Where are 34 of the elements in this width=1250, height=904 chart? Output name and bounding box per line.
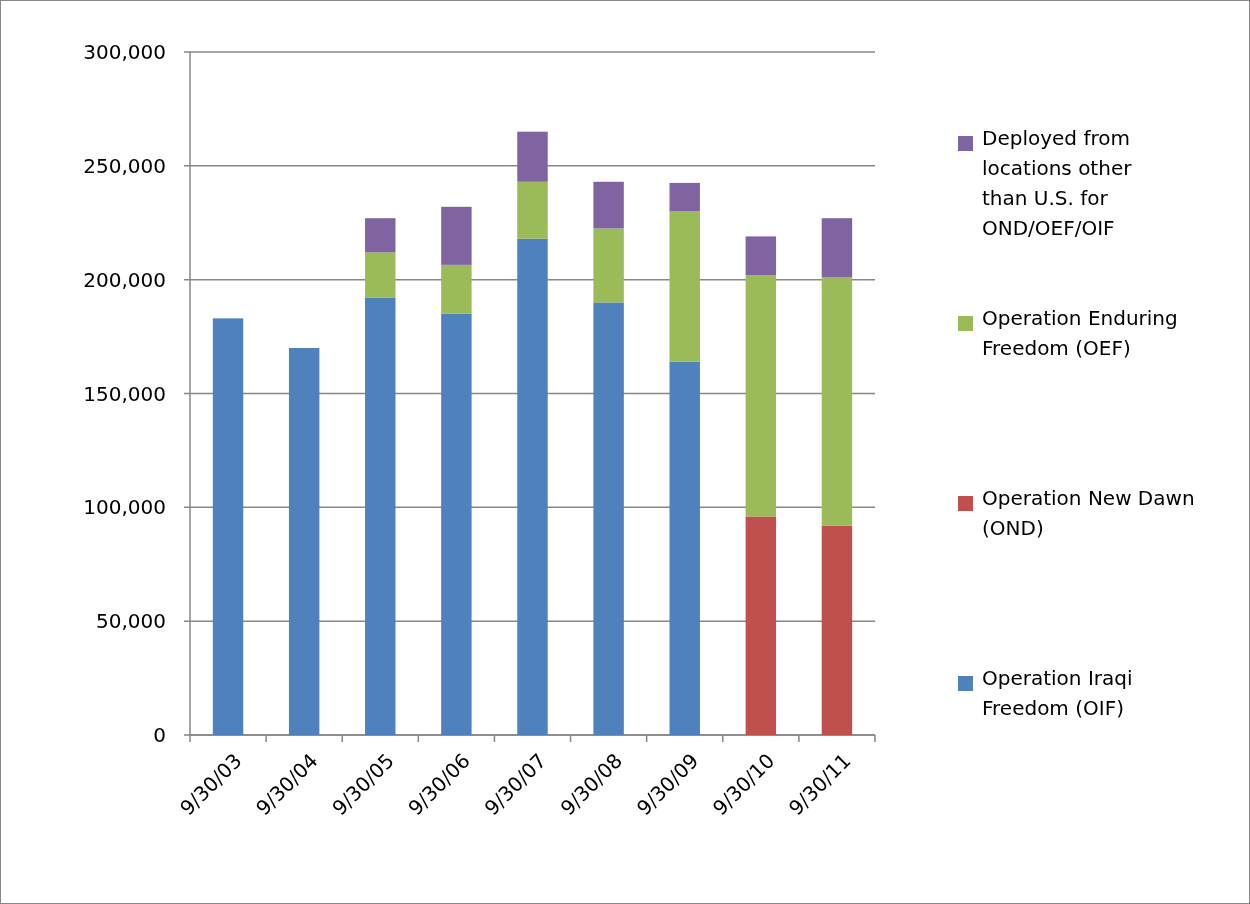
bar — [365, 252, 396, 298]
bar — [441, 206, 472, 265]
bar — [517, 181, 548, 239]
legend-label: Operation New Dawn (OND) — [982, 486, 1195, 541]
bar — [593, 181, 624, 229]
bar — [669, 211, 700, 362]
bar — [517, 238, 548, 735]
bar — [212, 318, 244, 735]
bar — [441, 264, 472, 314]
y-tick-label: 150,000 — [83, 381, 166, 406]
y-tick-label: 300,000 — [83, 40, 166, 64]
bar — [821, 525, 853, 735]
bar — [365, 297, 396, 735]
bar — [669, 361, 700, 735]
bar — [441, 313, 472, 735]
y-tick-label: 250,000 — [83, 153, 166, 178]
y-tick-label: 200,000 — [83, 267, 166, 292]
legend-label: Operation Iraqi Freedom (OIF) — [982, 666, 1133, 721]
bar — [745, 516, 777, 735]
bar — [593, 302, 624, 735]
bar — [593, 228, 624, 303]
bar — [821, 218, 853, 278]
bar — [821, 277, 853, 526]
bar — [517, 131, 548, 182]
y-tick-label: 100,000 — [83, 495, 166, 520]
bar — [669, 182, 700, 212]
legend-label: Operation Enduring Freedom (OEF) — [982, 306, 1178, 361]
legend-label: Deployed from locations other than U.S. for OND/OEF/OIF — [982, 126, 1133, 241]
y-tick-label: 50,000 — [96, 609, 166, 634]
bar — [745, 236, 777, 276]
bar — [288, 347, 320, 735]
bar — [745, 275, 777, 517]
y-tick-label: 0 — [153, 723, 166, 747]
bar — [365, 218, 396, 253]
